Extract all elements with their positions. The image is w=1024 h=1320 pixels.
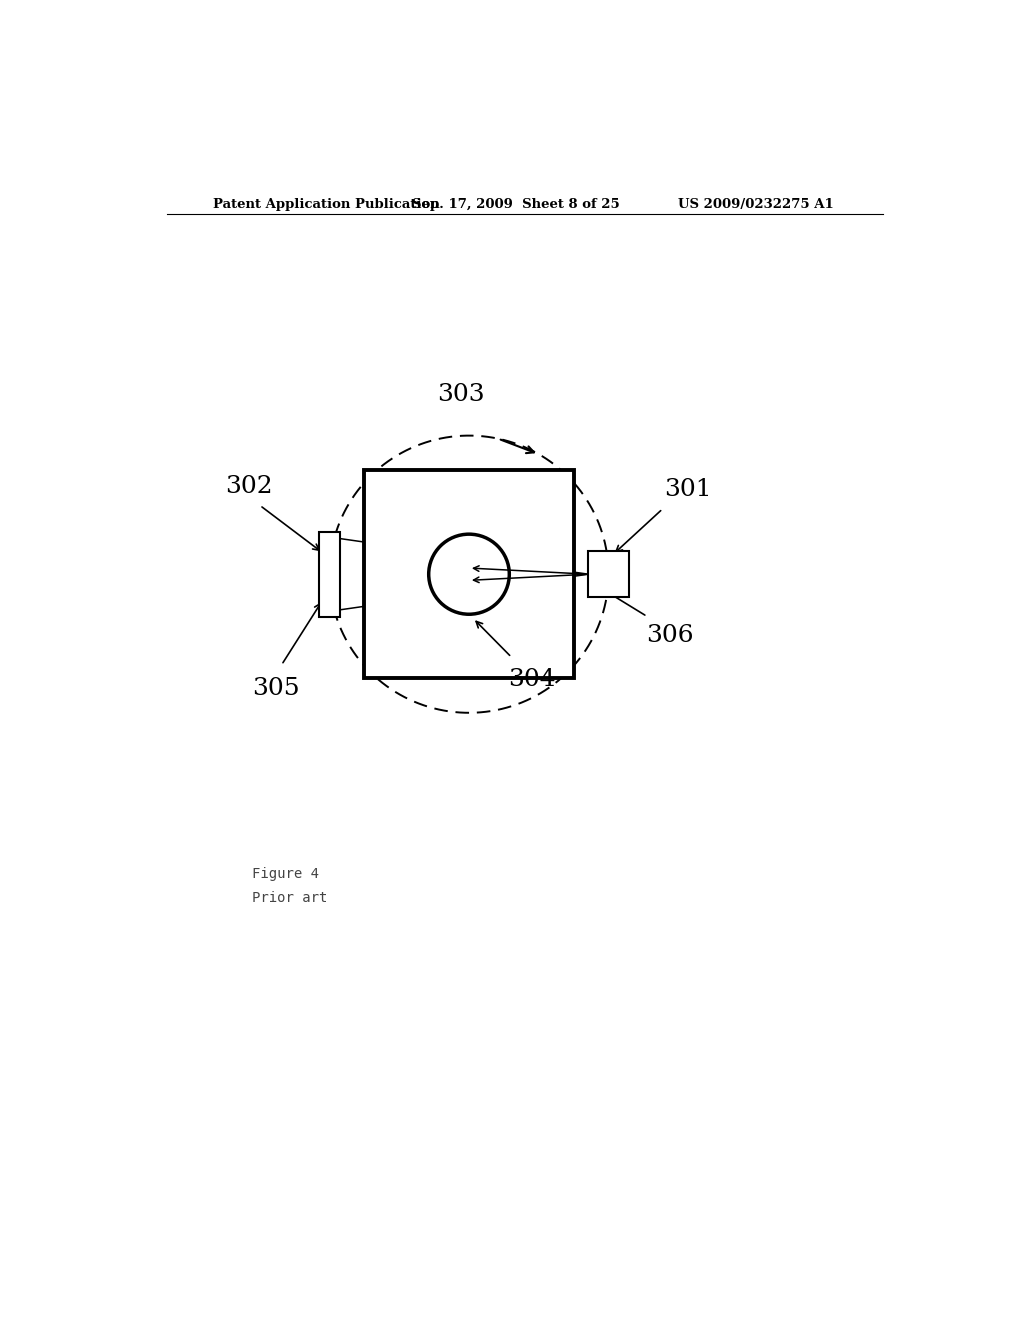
Text: 302: 302 xyxy=(225,475,272,498)
Text: 303: 303 xyxy=(437,383,485,407)
Bar xyxy=(365,470,573,678)
Bar xyxy=(318,532,340,616)
Bar xyxy=(589,552,629,598)
Text: Patent Application Publication: Patent Application Publication xyxy=(213,198,440,211)
Text: 301: 301 xyxy=(665,478,712,502)
Text: 305: 305 xyxy=(252,677,300,700)
Text: Sep. 17, 2009  Sheet 8 of 25: Sep. 17, 2009 Sheet 8 of 25 xyxy=(412,198,620,211)
Text: Prior art: Prior art xyxy=(252,891,328,906)
Text: 304: 304 xyxy=(508,668,555,692)
Text: US 2009/0232275 A1: US 2009/0232275 A1 xyxy=(678,198,834,211)
Text: 306: 306 xyxy=(646,624,693,647)
Text: Figure 4: Figure 4 xyxy=(252,867,319,880)
